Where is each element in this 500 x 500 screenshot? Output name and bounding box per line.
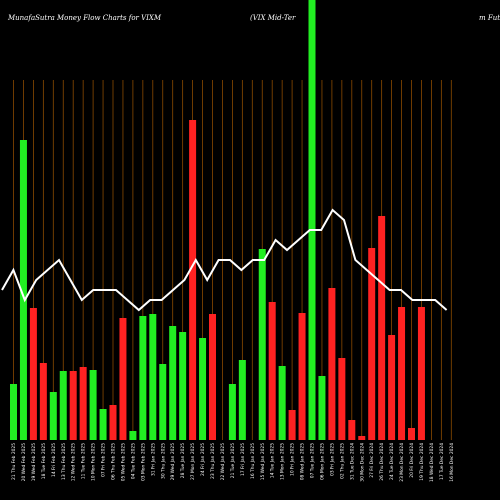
x-tick-label: 23 Mon Dec 2024 — [399, 443, 405, 482]
price-line — [1, 208, 448, 312]
x-tick-label: 10 Fri Jan 2025 — [290, 443, 296, 476]
x-tick-label: 27 Fri Dec 2024 — [369, 443, 375, 478]
x-tick-label: 22 Wed Jan 2025 — [220, 443, 226, 480]
x-tick-label: 29 Wed Jan 2025 — [170, 443, 176, 480]
money-flow-bar — [308, 0, 316, 440]
money-flow-bar — [398, 307, 406, 440]
x-tick-label: 10 Mon Feb 2025 — [91, 443, 97, 481]
chart-title-left: MunafaSutra Money Flow Charts for VIXM — [7, 14, 162, 22]
x-tick-label: 30 Thu Jan 2025 — [160, 443, 166, 479]
x-tick-label: 28 Tue Jan 2025 — [180, 443, 186, 478]
money-flow-bar — [318, 376, 326, 440]
x-tick-label: 17 Fri Jan 2025 — [240, 443, 246, 476]
x-tick-label: 31 Tue Dec 2024 — [349, 443, 355, 480]
x-tick-label: 20 Fri Dec 2024 — [409, 443, 415, 478]
money-flow-bars — [10, 0, 425, 440]
x-tick-label: 24 Fri Jan 2025 — [200, 443, 206, 476]
x-tick-label: 03 Fri Jan 2025 — [329, 443, 335, 476]
money-flow-bar — [338, 358, 346, 440]
x-tick-label: 07 Fri Feb 2025 — [101, 443, 107, 477]
x-tick-label: 27 Mon Jan 2025 — [190, 443, 196, 480]
money-flow-bar — [328, 288, 336, 440]
money-flow-bar — [199, 338, 207, 440]
chart-title-middle: (VIX Mid-Ter — [250, 14, 296, 22]
money-flow-bar — [79, 367, 87, 440]
x-tick-label: 26 Thu Dec 2024 — [379, 443, 385, 481]
x-tick-label: 03 Mon Feb 2025 — [140, 443, 146, 481]
x-tick-label: 14 Fri Feb 2025 — [51, 443, 57, 477]
money-flow-bar — [29, 308, 37, 440]
money-flow-bar — [119, 318, 127, 440]
x-tick-label: 13 Mon Jan 2025 — [280, 443, 286, 480]
x-tick-label: 11 Tue Feb 2025 — [81, 443, 87, 479]
x-tick-label: 24 Tue Dec 2024 — [389, 443, 395, 480]
x-tick-label: 19 Thu Dec 2024 — [419, 443, 425, 481]
money-flow-bar — [159, 364, 167, 440]
x-tick-label: 16 Thu Jan 2025 — [250, 443, 256, 479]
chart-title-right: m Futu — [479, 14, 500, 22]
money-flow-bar — [59, 371, 67, 440]
x-tick-label: 02 Thu Jan 2025 — [339, 443, 345, 479]
money-flow-bar — [169, 326, 177, 440]
money-flow-bar — [268, 302, 276, 440]
x-tick-label: 30 Mon Dec 2024 — [359, 443, 365, 482]
x-tick-label: 14 Tue Jan 2025 — [270, 443, 276, 478]
x-tick-label: 08 Wed Jan 2025 — [300, 443, 306, 480]
x-tick-label: 18 Wed Dec 2024 — [429, 443, 435, 482]
money-flow-bar — [209, 314, 216, 440]
money-flow-bar — [298, 313, 306, 440]
x-tick-label: 18 Tue Feb 2025 — [41, 443, 47, 479]
money-flow-bar — [348, 420, 356, 440]
x-tick-label: 12 Wed Feb 2025 — [71, 443, 77, 481]
money-flow-bar — [89, 370, 97, 440]
money-flow-bar — [288, 410, 296, 440]
x-tick-label: 21 Thu Feb 2025 — [11, 443, 17, 480]
x-tick-label: 15 Wed Jan 2025 — [260, 443, 266, 480]
money-flow-bar — [258, 249, 266, 440]
x-tick-label: 19 Wed Feb 2025 — [31, 443, 37, 481]
x-tick-label: 05 Wed Feb 2025 — [120, 443, 126, 481]
x-tick-label: 31 Fri Jan 2025 — [150, 443, 156, 476]
x-tick-label: 07 Tue Jan 2025 — [310, 443, 316, 478]
money-flow-bar — [39, 363, 47, 440]
x-tick-label: 13 Thu Feb 2025 — [61, 443, 67, 480]
money-flow-bar — [408, 428, 415, 440]
money-flow-bar — [378, 216, 386, 440]
money-flow-bar — [278, 366, 286, 440]
money-flow-bar — [368, 248, 376, 440]
x-tick-label: 06 Thu Feb 2025 — [111, 443, 117, 480]
money-flow-bar — [238, 360, 246, 440]
x-tick-label: 23 Thu Jan 2025 — [210, 443, 216, 479]
money-flow-bar — [358, 436, 366, 440]
money-flow-bar — [69, 371, 77, 440]
x-tick-labels: 21 Thu Feb 2025 20 Wed Feb 2025 19 Wed Feb… — [11, 443, 455, 482]
money-flow-bar — [179, 332, 187, 440]
money-flow-bar — [149, 314, 157, 440]
x-tick-label: 21 Tue Jan 2025 — [230, 443, 236, 478]
money-flow-bar — [19, 140, 27, 440]
money-flow-bar — [417, 307, 425, 440]
x-tick-label: 16 Mon Dec 2024 — [449, 443, 455, 482]
money-flow-bar — [228, 384, 236, 440]
x-tick-label: 04 Tue Feb 2025 — [130, 443, 136, 479]
x-tick-label: 20 Wed Feb 2025 — [21, 443, 27, 481]
money-flow-bar — [49, 392, 57, 440]
money-flow-bar — [189, 120, 197, 440]
money-flow-bar — [99, 409, 107, 440]
money-flow-bar — [109, 405, 117, 440]
money-flow-bar — [10, 384, 17, 440]
x-tick-label: 06 Mon Jan 2025 — [319, 443, 325, 480]
money-flow-bar — [139, 316, 147, 440]
money-flow-bar — [129, 431, 137, 440]
money-flow-bar — [388, 335, 396, 440]
x-tick-label: 17 Tue Dec 2024 — [439, 443, 445, 480]
